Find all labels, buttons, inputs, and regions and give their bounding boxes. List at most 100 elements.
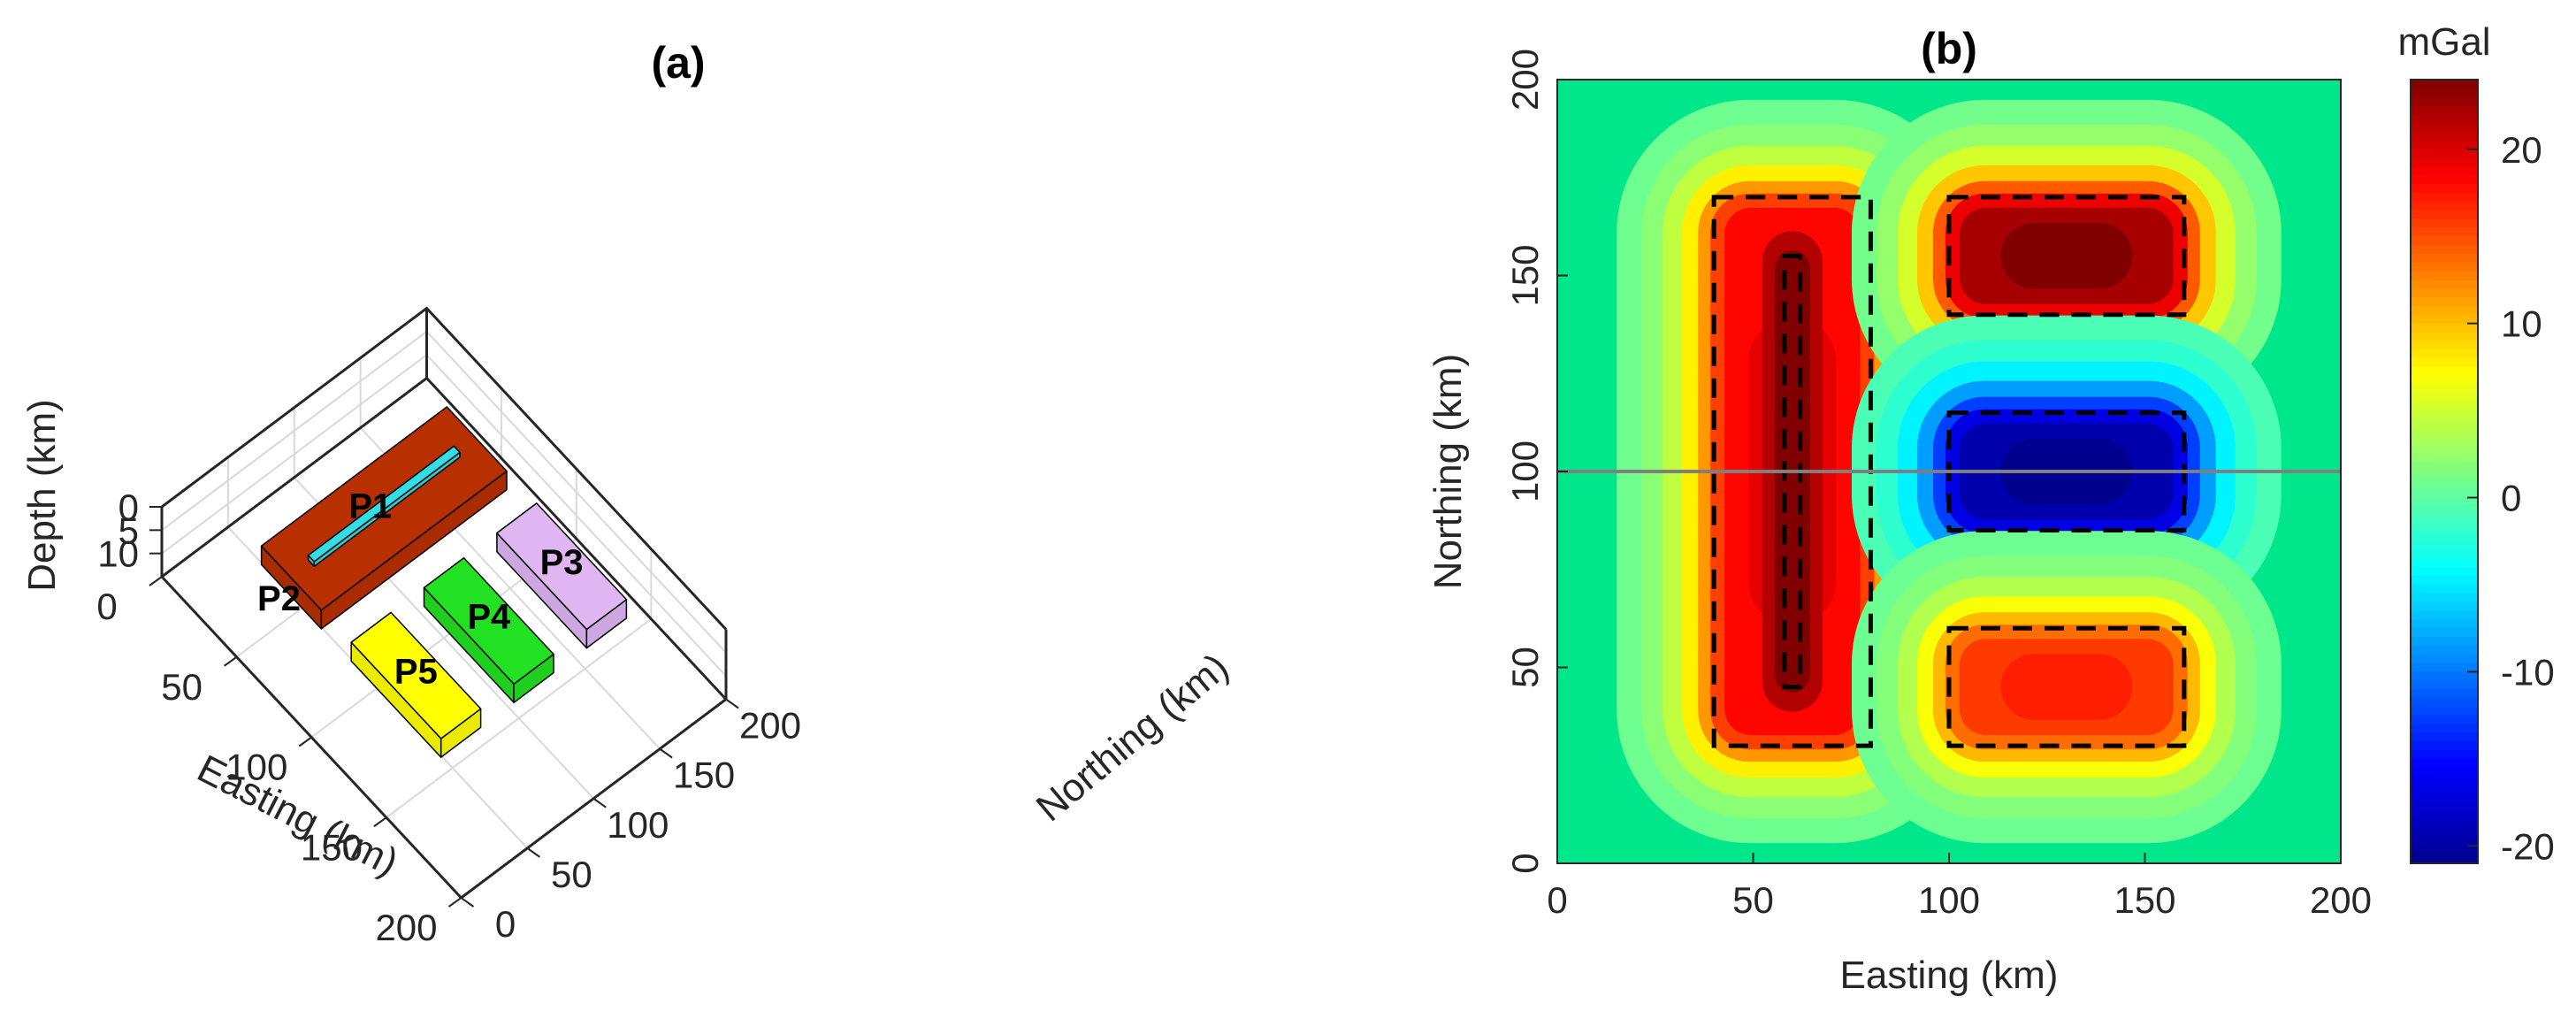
colorbar-step xyxy=(2411,418,2478,429)
colorbar-step xyxy=(2411,210,2478,220)
colorbar-step xyxy=(2411,479,2478,490)
northing-tick-mark xyxy=(460,897,475,908)
colorbar-step xyxy=(2411,540,2478,551)
colorbar-step xyxy=(2411,628,2478,638)
colorbar-step xyxy=(2411,471,2478,481)
prism-face-top xyxy=(307,445,461,563)
prism-P1 xyxy=(307,445,461,568)
colorbar-step xyxy=(2411,558,2478,568)
outline-P5 xyxy=(1946,625,2187,748)
colorbar-step xyxy=(2411,524,2478,533)
colorbar-step xyxy=(2411,245,2478,255)
colorbar-step xyxy=(2411,750,2478,760)
map-northing-label: Northing (km) xyxy=(1426,354,1470,590)
colorbar-step xyxy=(2411,140,2478,150)
colorbar-step xyxy=(2411,88,2478,98)
colorbar-step xyxy=(2411,846,2478,855)
map-y-tick-label: 0 xyxy=(1504,853,1546,873)
colorbar-step xyxy=(2411,506,2478,516)
depth-tick-label: 0 xyxy=(118,487,139,528)
prism-face-top xyxy=(496,502,628,631)
colorbar-step xyxy=(2411,358,2478,368)
colorbar-tick-label: 10 xyxy=(2501,303,2542,345)
colorbar-step xyxy=(2411,601,2478,612)
colorbar-step xyxy=(2411,819,2478,830)
northing-tick-mark xyxy=(659,747,673,759)
colorbar-tick-label: -20 xyxy=(2501,825,2555,867)
colorbar-step xyxy=(2411,593,2478,603)
colorbar-tick-label: 0 xyxy=(2501,478,2521,519)
colorbar-step xyxy=(2411,332,2478,341)
colorbar-step xyxy=(2411,715,2478,725)
northing-tick-label: 200 xyxy=(739,705,801,747)
colorbar-step xyxy=(2411,341,2478,350)
colorbar-step xyxy=(2411,515,2478,525)
colorbar-step xyxy=(2411,671,2478,681)
colorbar-step xyxy=(2411,837,2478,847)
colorbar-step xyxy=(2411,497,2478,507)
map-x-tick-label: 100 xyxy=(1918,879,1980,921)
colorbar-step xyxy=(2411,297,2478,307)
colorbar-step xyxy=(2411,802,2478,812)
colorbar-step xyxy=(2411,828,2478,839)
easting-axis-label: Easting (km) xyxy=(190,747,404,885)
map-y-tick-label: 150 xyxy=(1504,244,1546,306)
colorbar-step xyxy=(2411,96,2478,107)
colorbar-step xyxy=(2411,132,2478,142)
colorbar-step xyxy=(2411,262,2478,272)
colorbar-step xyxy=(2411,436,2478,447)
prism-label-P4: P4 xyxy=(467,598,511,637)
colorbar-step xyxy=(2411,454,2478,464)
northing-axis-label: Northing (km) xyxy=(1028,645,1237,830)
map-x-ticks: 0 50 100 150 200 xyxy=(1547,853,2372,921)
colorbar-step xyxy=(2411,236,2478,246)
colorbar-step xyxy=(2411,706,2478,716)
colorbar-step xyxy=(2411,349,2478,359)
anomaly-core xyxy=(2000,223,2133,289)
colorbar-unit-label: mGal xyxy=(2397,20,2490,64)
colorbar-step xyxy=(2411,375,2478,386)
prism-face-top xyxy=(423,556,554,686)
colorbar-step xyxy=(2411,532,2478,542)
prism-P4 xyxy=(423,556,554,704)
colorbar-step xyxy=(2411,402,2478,411)
colorbar-step xyxy=(2411,610,2478,620)
easting-tick-label: 200 xyxy=(375,907,437,948)
colorbar-step xyxy=(2411,785,2478,794)
colorbar-step xyxy=(2411,567,2478,577)
depth-axis-label: Depth (km) xyxy=(20,399,64,592)
colorbar-step xyxy=(2411,366,2478,377)
anomaly-core xyxy=(2000,654,2133,720)
colorbar: 20 10 0 -10 -20 mGal xyxy=(2397,20,2554,867)
easting-tick-mark xyxy=(149,576,163,586)
anomaly-P5 xyxy=(1852,531,2282,844)
northing-tick-mark xyxy=(725,698,739,709)
colorbar-step xyxy=(2411,776,2478,785)
map-x-tick-label: 0 xyxy=(1547,879,1567,921)
colorbar-step xyxy=(2411,854,2478,864)
colorbar-step xyxy=(2411,654,2478,664)
colorbar-step xyxy=(2411,175,2478,185)
colorbar-step xyxy=(2411,758,2478,769)
map-y-tick-label: 100 xyxy=(1504,441,1546,502)
map-y-tick-label: 50 xyxy=(1504,647,1546,688)
colorbar-step xyxy=(2411,445,2478,455)
colorbar-step xyxy=(2411,663,2478,673)
colorbar-step xyxy=(2411,767,2478,778)
colorbar-frame xyxy=(2410,79,2479,864)
northing-tick-mark xyxy=(592,797,607,808)
colorbar-step xyxy=(2411,488,2478,499)
colorbar-step xyxy=(2411,584,2478,594)
outline-P3 xyxy=(1946,195,2187,318)
easting-tick-label: 0 xyxy=(96,586,117,627)
colorbar-step xyxy=(2411,549,2478,560)
easting-tick-mark xyxy=(224,655,238,667)
colorbar-step xyxy=(2411,410,2478,420)
colorbar-step xyxy=(2411,323,2478,333)
prism-label-P5: P5 xyxy=(394,652,438,691)
easting-tick-label: 100 xyxy=(225,747,287,788)
